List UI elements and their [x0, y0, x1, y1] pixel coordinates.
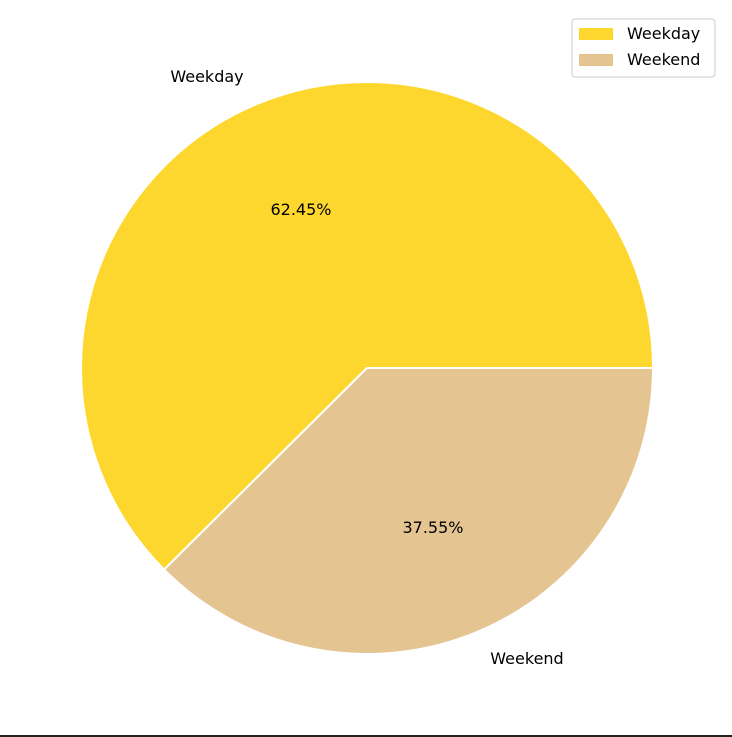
legend: Weekday Weekend [571, 18, 716, 78]
pie-slice-weekend [162, 367, 655, 655]
slice-percent-weekday: 62.45% [270, 200, 331, 219]
pie-slice-weekday [80, 81, 655, 572]
legend-swatch-weekday [579, 28, 613, 40]
slice-label-weekday: Weekday [170, 67, 243, 86]
legend-swatch-weekend [579, 54, 613, 66]
legend-label-weekend: Weekend [627, 50, 700, 69]
slice-percent-weekend: 37.55% [402, 518, 463, 537]
legend-label-weekday: Weekday [627, 24, 700, 43]
slice-label-weekend: Weekend [490, 649, 563, 668]
bottom-border [0, 735, 732, 737]
pie-slices [80, 81, 655, 655]
